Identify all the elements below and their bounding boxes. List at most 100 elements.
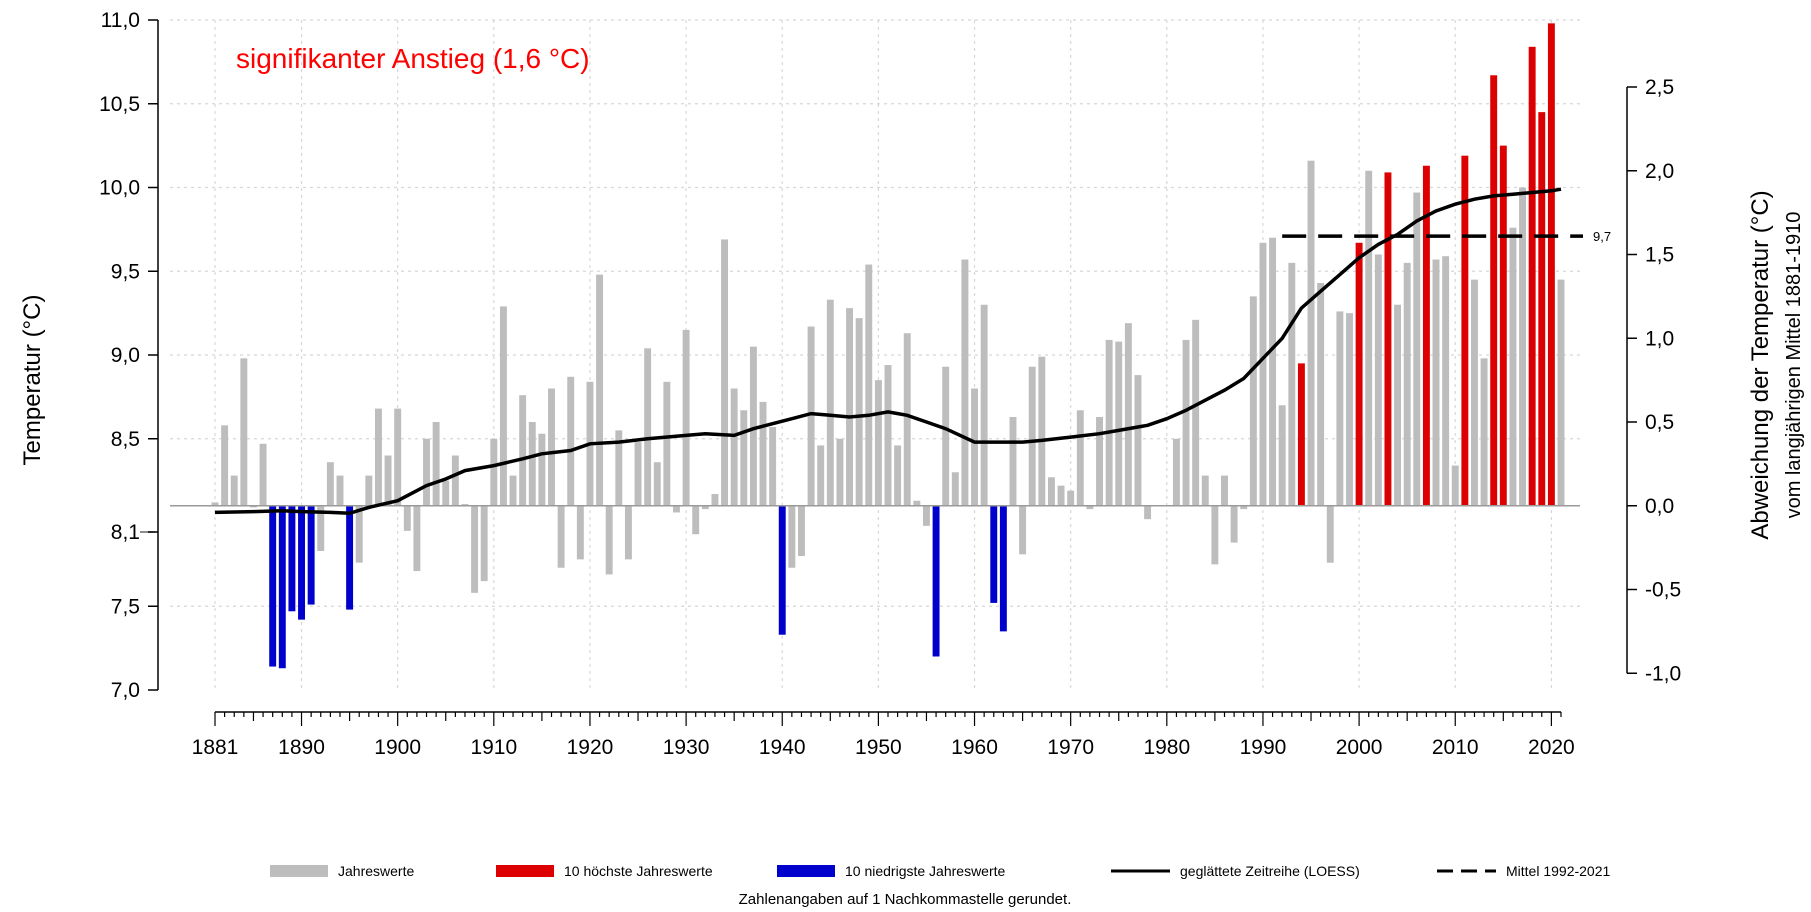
left-tick-label: 7,0 bbox=[111, 679, 140, 702]
bar-series bbox=[211, 23, 1565, 669]
bar-highest-2014 bbox=[1490, 75, 1498, 506]
x-tick-label: 2000 bbox=[1336, 736, 1383, 759]
bar-2016 bbox=[1509, 227, 1517, 506]
bar-highest-2019 bbox=[1538, 112, 1546, 506]
y-axis-label-left: Temperatur (°C) bbox=[19, 295, 46, 466]
x-tick-label: 1930 bbox=[663, 736, 710, 759]
bar-lowest-1887 bbox=[269, 505, 277, 667]
bar-lowest-1890 bbox=[298, 505, 305, 620]
bar-1923 bbox=[615, 430, 623, 506]
bar-1913 bbox=[519, 395, 527, 506]
bar-highest-1994 bbox=[1297, 363, 1305, 506]
bar-1884 bbox=[240, 358, 248, 506]
bar-1969 bbox=[1057, 485, 1065, 506]
legend-label-mittel: Mittel 1992-2021 bbox=[1506, 863, 1611, 879]
bar-lowest-1962 bbox=[990, 505, 998, 603]
bar-1987 bbox=[1230, 505, 1238, 543]
bar-1901 bbox=[403, 505, 411, 531]
legend-swatch-niedrigste bbox=[777, 865, 835, 877]
bar-1982 bbox=[1182, 339, 1190, 506]
bar-lowest-1895 bbox=[346, 505, 354, 610]
legend-label-loess: geglättete Zeitreihe (LOESS) bbox=[1180, 863, 1360, 879]
bar-2010 bbox=[1451, 465, 1459, 506]
bar-1985 bbox=[1211, 505, 1219, 565]
bar-1952 bbox=[894, 445, 902, 506]
bar-1968 bbox=[1047, 477, 1055, 506]
bar-1998 bbox=[1336, 311, 1344, 506]
bar-1921 bbox=[596, 274, 604, 506]
bar-1981 bbox=[1172, 438, 1180, 506]
mean-value-label: 9,7 bbox=[1593, 229, 1611, 244]
bar-1941 bbox=[788, 505, 796, 568]
y-axis-label-right-2: vom langjährigen Mittel 1881-1910 bbox=[1783, 212, 1805, 519]
x-tick-label: 1990 bbox=[1240, 736, 1287, 759]
right-tick-label: 2,0 bbox=[1645, 160, 1674, 183]
x-tick-label: 1960 bbox=[951, 736, 998, 759]
legend-label-niedrigste: 10 niedrigste Jahreswerte bbox=[845, 863, 1006, 879]
left-tick-label: 10,5 bbox=[99, 93, 140, 116]
bar-1925 bbox=[634, 442, 642, 506]
bar-1906 bbox=[451, 455, 459, 506]
bar-1911 bbox=[499, 306, 507, 506]
right-tick-label: -1,0 bbox=[1645, 662, 1681, 685]
bar-1970 bbox=[1067, 490, 1075, 506]
legend-label-jahreswerte: Jahreswerte bbox=[338, 863, 414, 879]
bar-1996 bbox=[1317, 282, 1325, 506]
bar-1984 bbox=[1201, 475, 1209, 506]
bar-1928 bbox=[663, 381, 671, 506]
bar-2017 bbox=[1519, 187, 1527, 506]
bar-2021 bbox=[1557, 279, 1565, 506]
bar-1898 bbox=[374, 408, 382, 506]
bar-1881 bbox=[211, 502, 219, 506]
bar-1939 bbox=[769, 427, 777, 506]
bar-1955 bbox=[922, 505, 930, 526]
bar-1933 bbox=[711, 494, 719, 506]
bar-1904 bbox=[432, 422, 440, 506]
bar-1986 bbox=[1221, 475, 1228, 506]
bar-1927 bbox=[653, 462, 661, 506]
bar-1944 bbox=[817, 445, 825, 506]
bar-2013 bbox=[1480, 358, 1488, 506]
bar-1935 bbox=[730, 388, 738, 506]
left-tick-label: 8,5 bbox=[111, 428, 140, 451]
bar-1910 bbox=[490, 438, 498, 506]
bar-1900 bbox=[394, 408, 402, 506]
x-tick-label: 1910 bbox=[470, 736, 517, 759]
bar-1974 bbox=[1105, 339, 1113, 506]
bar-2005 bbox=[1403, 262, 1411, 506]
bar-1894 bbox=[336, 475, 344, 506]
x-tick-label: 1890 bbox=[278, 736, 325, 759]
x-tick-label: 1940 bbox=[759, 736, 806, 759]
x-tick-label: 1950 bbox=[855, 736, 902, 759]
bar-highest-2015 bbox=[1499, 145, 1507, 506]
bar-1942 bbox=[798, 505, 805, 556]
bar-1938 bbox=[759, 401, 767, 506]
bar-1885 bbox=[249, 505, 257, 508]
bar-1946 bbox=[836, 438, 844, 506]
bar-highest-2020 bbox=[1547, 23, 1555, 506]
bar-1909 bbox=[480, 505, 488, 582]
bar-1936 bbox=[740, 410, 748, 506]
right-tick-label: 1,0 bbox=[1645, 327, 1674, 350]
bar-1976 bbox=[1124, 323, 1132, 506]
bar-lowest-1891 bbox=[307, 505, 315, 605]
bar-highest-2018 bbox=[1528, 46, 1536, 506]
bar-1961 bbox=[980, 304, 988, 506]
bar-1897 bbox=[365, 475, 373, 506]
bar-1993 bbox=[1288, 262, 1296, 506]
bar-1960 bbox=[971, 388, 978, 506]
bar-1908 bbox=[471, 505, 479, 593]
bar-1882 bbox=[221, 425, 229, 506]
bar-highest-2000 bbox=[1355, 242, 1363, 506]
bar-1967 bbox=[1038, 356, 1046, 506]
bar-lowest-1889 bbox=[288, 505, 296, 612]
right-tick-label: 1,5 bbox=[1645, 244, 1674, 267]
bar-2006 bbox=[1413, 192, 1421, 506]
bar-1948 bbox=[855, 318, 863, 506]
bar-2002 bbox=[1374, 254, 1382, 506]
bar-1899 bbox=[384, 455, 392, 506]
legend-swatch-hoechste bbox=[496, 865, 554, 877]
bar-1947 bbox=[846, 308, 854, 506]
bar-1989 bbox=[1249, 296, 1257, 506]
